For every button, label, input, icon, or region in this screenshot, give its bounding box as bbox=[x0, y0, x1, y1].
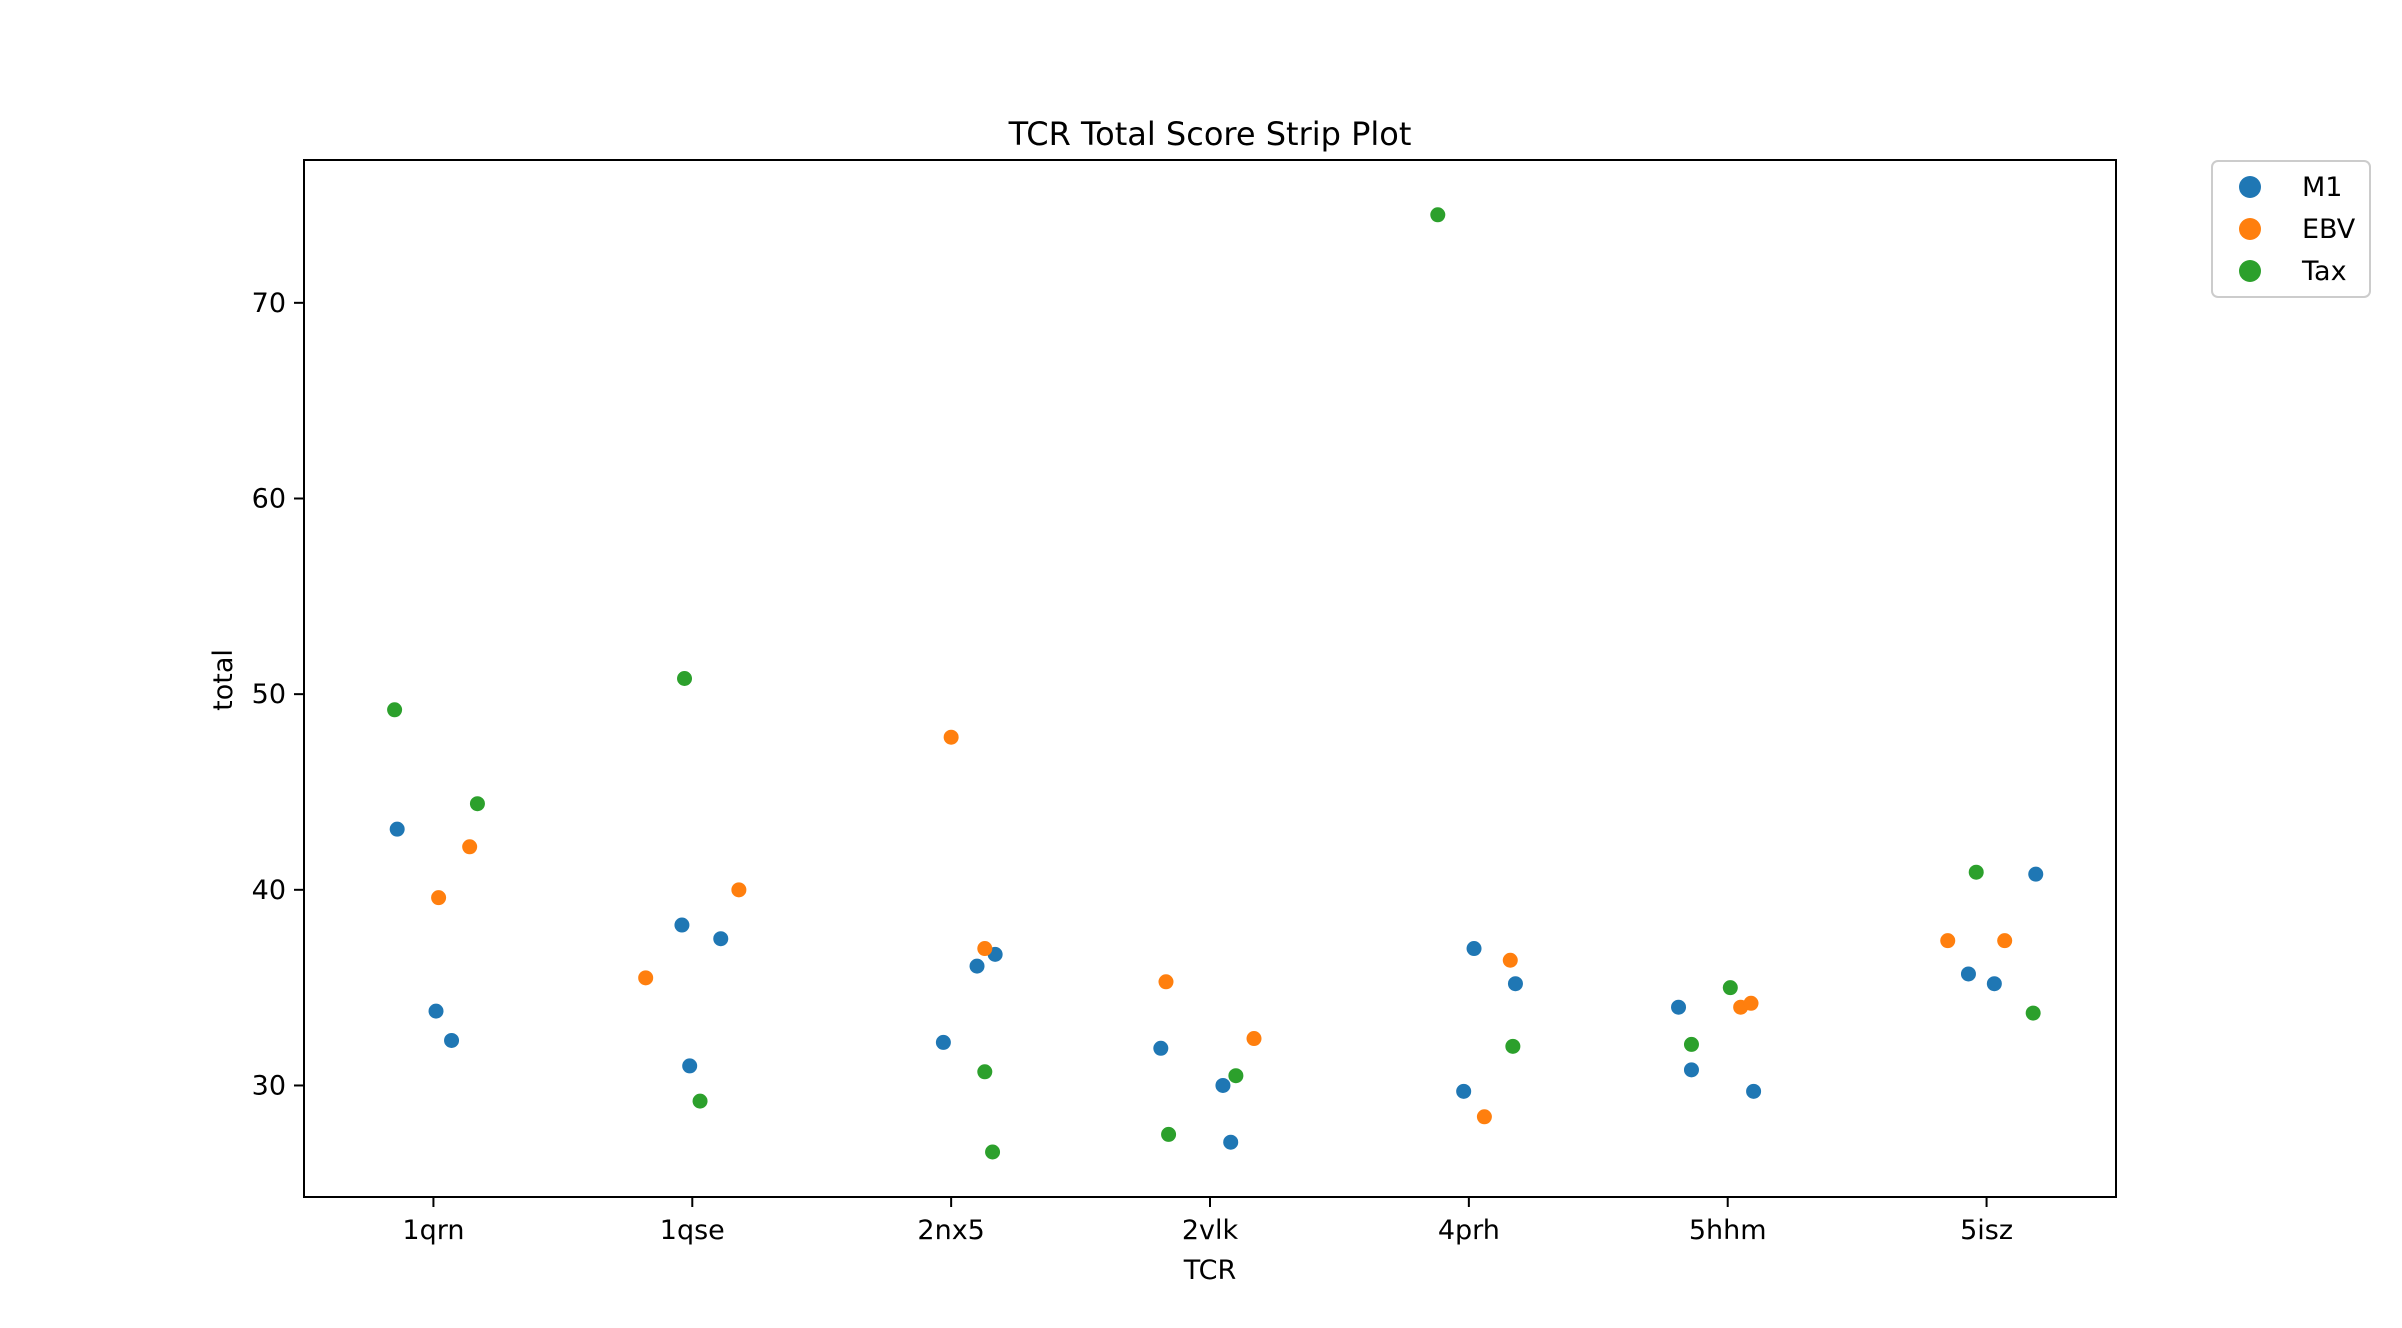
data-point-tax bbox=[1505, 1038, 1521, 1054]
data-point-ebv bbox=[431, 890, 447, 906]
legend: M1 EBV Tax bbox=[2211, 160, 2371, 298]
x-axis: 1qrn 1qse 2nx5 2vlk 4prh 5hhm 5isz bbox=[402, 1197, 2013, 1246]
plot-frame bbox=[303, 159, 2117, 1198]
data-point-m1 bbox=[1960, 966, 1976, 982]
data-point-tax bbox=[2025, 1005, 2041, 1021]
data-point-tax bbox=[1722, 980, 1738, 996]
x-tick-label: 2vlk bbox=[1182, 1215, 1239, 1246]
data-point-m1 bbox=[682, 1058, 698, 1074]
data-point-m1 bbox=[1507, 976, 1523, 992]
data-point-m1 bbox=[2028, 866, 2044, 882]
data-point-ebv bbox=[1158, 974, 1174, 990]
y-axis: 30 40 50 60 70 bbox=[252, 288, 304, 1101]
x-tick-label: 5hhm bbox=[1689, 1215, 1767, 1246]
data-points bbox=[387, 207, 2044, 1160]
legend-marker-tax bbox=[2239, 260, 2261, 282]
x-tick-label: 4prh bbox=[1438, 1215, 1500, 1246]
y-tick-label: 70 bbox=[252, 288, 286, 319]
data-point-m1 bbox=[935, 1034, 951, 1050]
y-tick-label: 40 bbox=[252, 875, 286, 906]
data-point-tax bbox=[985, 1144, 1001, 1160]
data-point-m1 bbox=[1215, 1077, 1231, 1093]
y-tick-label: 50 bbox=[252, 679, 286, 710]
data-point-tax bbox=[1228, 1068, 1244, 1084]
data-point-m1 bbox=[1466, 941, 1482, 957]
data-point-ebv bbox=[1476, 1109, 1492, 1125]
data-point-ebv bbox=[1997, 933, 2013, 949]
legend-label-m1: M1 bbox=[2302, 172, 2342, 203]
data-point-m1 bbox=[1746, 1083, 1762, 1099]
data-point-m1 bbox=[428, 1003, 444, 1019]
x-tick-label: 5isz bbox=[1960, 1215, 2013, 1246]
data-point-ebv bbox=[638, 970, 654, 986]
data-point-tax bbox=[692, 1093, 708, 1109]
legend-label-tax: Tax bbox=[2301, 256, 2347, 287]
data-point-tax bbox=[677, 671, 693, 686]
data-point-tax bbox=[1968, 864, 1984, 880]
data-point-m1 bbox=[713, 931, 729, 947]
data-point-m1 bbox=[1683, 1062, 1699, 1078]
y-tick-label: 30 bbox=[252, 1070, 286, 1101]
data-point-ebv bbox=[1940, 933, 1956, 949]
data-point-m1 bbox=[1153, 1040, 1169, 1056]
chart-title: TCR Total Score Strip Plot bbox=[1008, 115, 1412, 153]
data-point-m1 bbox=[1671, 999, 1687, 1015]
data-point-tax bbox=[1161, 1126, 1177, 1142]
data-point-tax bbox=[387, 702, 403, 718]
data-point-m1 bbox=[444, 1032, 460, 1048]
data-point-ebv bbox=[977, 941, 993, 957]
data-point-ebv bbox=[943, 729, 959, 745]
y-axis-label: total bbox=[208, 649, 239, 711]
x-tick-label: 1qrn bbox=[402, 1215, 464, 1246]
data-point-m1 bbox=[1456, 1083, 1472, 1099]
data-point-m1 bbox=[674, 917, 690, 933]
legend-marker-m1 bbox=[2239, 176, 2261, 198]
data-point-m1 bbox=[969, 958, 985, 974]
data-point-ebv bbox=[1246, 1031, 1262, 1047]
data-point-tax bbox=[1430, 207, 1446, 223]
legend-label-ebv: EBV bbox=[2302, 214, 2356, 245]
data-point-tax bbox=[977, 1064, 993, 1080]
data-point-tax bbox=[1683, 1036, 1699, 1052]
data-point-m1 bbox=[1986, 976, 2002, 992]
data-point-ebv bbox=[731, 882, 747, 898]
data-point-tax bbox=[469, 796, 485, 812]
y-tick-label: 60 bbox=[252, 483, 286, 514]
x-tick-label: 2nx5 bbox=[917, 1215, 984, 1246]
data-point-m1 bbox=[389, 821, 405, 837]
x-axis-label: TCR bbox=[1183, 1255, 1237, 1286]
legend-marker-ebv bbox=[2239, 218, 2261, 240]
data-point-m1 bbox=[1223, 1134, 1239, 1150]
x-tick-label: 1qse bbox=[660, 1215, 725, 1246]
data-point-ebv bbox=[1502, 952, 1518, 968]
data-point-ebv bbox=[462, 839, 478, 855]
data-point-ebv bbox=[1743, 995, 1759, 1011]
